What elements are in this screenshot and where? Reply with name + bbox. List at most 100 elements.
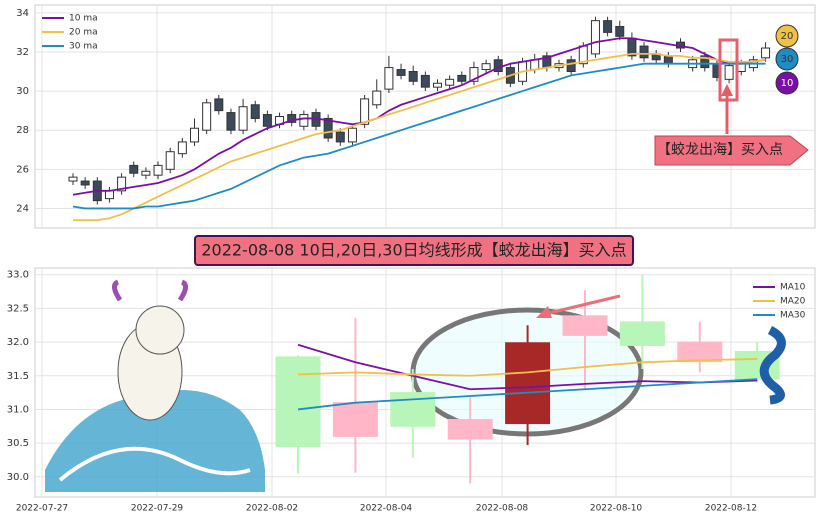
candle-body xyxy=(68,176,78,182)
legend-label: MA10 xyxy=(780,283,806,293)
candle-body xyxy=(590,20,600,55)
y-tick-label: 26 xyxy=(16,164,29,175)
candle-body xyxy=(761,47,771,59)
candle-body xyxy=(505,342,551,425)
legend-label: MA20 xyxy=(780,297,806,307)
candle-body xyxy=(153,164,163,176)
candle-body xyxy=(141,170,151,176)
annotation-text: 【蛟龙出海】买入点 xyxy=(657,142,783,158)
x-tick-label: 2022-08-04 xyxy=(360,504,413,514)
badge xyxy=(775,47,799,71)
legend-label: MA30 xyxy=(780,311,806,321)
candle-body xyxy=(287,114,297,123)
badge-label: 10 xyxy=(781,78,794,89)
dog-head xyxy=(135,305,185,355)
candle-body xyxy=(214,98,224,112)
y-tick-label: 34 xyxy=(16,8,29,19)
candle-body xyxy=(165,151,175,170)
candle-body xyxy=(396,69,406,76)
candle-body xyxy=(80,180,90,186)
y-tick-label: 31.5 xyxy=(7,371,29,382)
candle-body xyxy=(408,71,418,82)
candle-body xyxy=(724,65,734,80)
badge xyxy=(775,24,799,48)
candle-body xyxy=(117,176,127,192)
candle-body xyxy=(457,74,467,82)
signal-arrow-head xyxy=(721,84,733,96)
ma-line xyxy=(72,62,766,210)
candle-body xyxy=(619,321,665,346)
candle-body xyxy=(447,419,493,440)
y-tick-label: 24 xyxy=(16,203,29,214)
candle-body xyxy=(603,20,613,33)
legend-label: 30 ma xyxy=(69,42,98,52)
x-tick-label: 2022-07-29 xyxy=(131,504,184,514)
candle-body xyxy=(202,102,212,131)
badge xyxy=(775,71,799,95)
ma-line xyxy=(297,343,758,391)
ma-line xyxy=(73,53,766,222)
x-tick-label: 2022-07-27 xyxy=(16,504,68,514)
candle-body xyxy=(372,90,382,106)
y-tick-label: 30.5 xyxy=(7,438,29,449)
candle-body xyxy=(663,55,673,65)
pointer-arrow xyxy=(544,294,621,316)
candle-body xyxy=(250,104,260,119)
candle-body xyxy=(275,356,321,447)
ma-line xyxy=(297,358,758,377)
y-tick-label: 30.0 xyxy=(7,472,29,483)
candle-body xyxy=(420,74,430,88)
candle-body xyxy=(562,315,608,336)
wave-foam xyxy=(58,446,251,482)
top-plot-area xyxy=(34,4,816,229)
y-tick-label: 32.5 xyxy=(7,303,29,314)
candle-body xyxy=(238,106,248,131)
y-tick-label: 32 xyxy=(16,47,29,58)
legend-label: 20 ma xyxy=(69,28,98,38)
candle-body xyxy=(469,67,479,82)
candle-body xyxy=(700,55,710,69)
y-tick-label: 28 xyxy=(16,125,29,136)
banner-text: 2022-08-08 10日,20日,30日均线形成【蛟龙出海】买入点 xyxy=(201,241,626,260)
candle-body xyxy=(299,114,309,127)
x-tick-label: 2022-08-12 xyxy=(705,504,757,514)
candle-body xyxy=(129,164,139,174)
candle-body xyxy=(677,341,723,363)
legend-label: 10 ma xyxy=(69,14,98,24)
annotation-box xyxy=(654,135,809,166)
candle-body xyxy=(530,59,540,71)
dragon-illustration xyxy=(759,325,786,405)
badge-label: 30 xyxy=(781,54,794,65)
pointer-arrow-head xyxy=(536,306,552,318)
candle-body xyxy=(481,63,491,71)
x-tick-label: 2022-08-02 xyxy=(246,504,298,514)
candle-body xyxy=(566,59,576,73)
y-tick-label: 32.0 xyxy=(7,337,29,348)
candle-body xyxy=(384,67,394,90)
x-tick-label: 2022-08-10 xyxy=(590,504,643,514)
candle-body xyxy=(615,26,625,37)
candle-body xyxy=(347,127,357,143)
candle-body xyxy=(332,402,378,437)
y-tick-label: 33.0 xyxy=(7,270,29,281)
banner-box xyxy=(194,235,634,266)
candle-body xyxy=(639,45,649,59)
x-tick-label: 2022-08-08 xyxy=(476,504,529,514)
candle-body xyxy=(360,98,370,125)
wave-illustration xyxy=(45,390,265,492)
candle-body xyxy=(323,117,333,139)
ma-line xyxy=(297,378,758,411)
candle-body xyxy=(104,190,114,200)
candle-body xyxy=(190,127,199,143)
badge-label: 20 xyxy=(781,31,794,42)
candle-body xyxy=(433,82,442,88)
dragon-horns xyxy=(112,279,188,302)
candle-body xyxy=(445,78,455,86)
candle-body xyxy=(262,114,272,127)
candle-body xyxy=(177,141,187,155)
candle-body xyxy=(226,112,236,131)
candle-body xyxy=(335,131,345,143)
y-tick-label: 30 xyxy=(16,86,29,97)
ma-line xyxy=(72,37,766,196)
